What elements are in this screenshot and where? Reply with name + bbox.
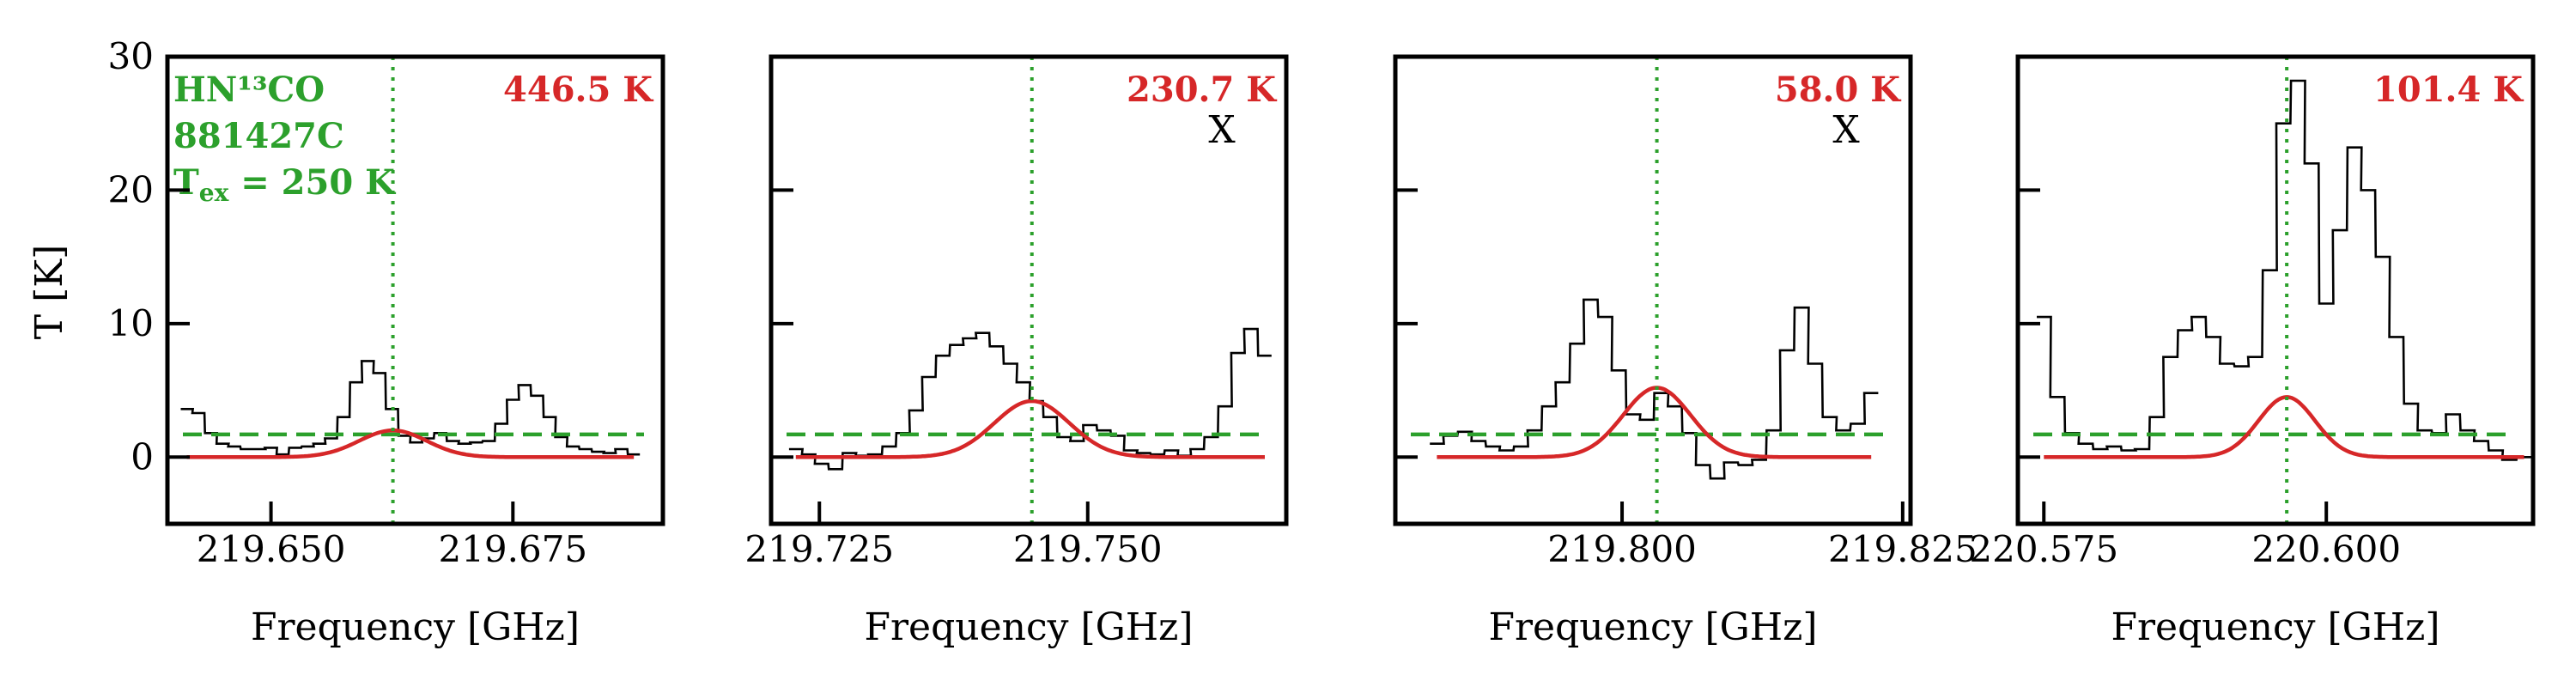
panel-4: 220.575 220.600 101.4 K Frequency [GHz] [1969,54,2536,649]
model-spectrum [795,398,1265,459]
y-axis-label: T [K] [27,245,71,340]
observed-spectrum [788,327,1272,471]
peak-temperature-label: 230.7 K [1127,70,1277,110]
model-spectrum [186,428,635,459]
x-tick-label: 219.725 [744,528,894,570]
model-spectrum [1437,386,1872,459]
x-axis-label: Frequency [GHz] [251,605,580,649]
y-tick-label: 20 [108,168,154,210]
source-label: 881427C [173,116,344,156]
y-tick-label: 10 [108,302,154,344]
x-axis-label: Frequency [GHz] [1488,605,1817,649]
excitation-temperature-label: Tex = 250 K [173,162,396,207]
observed-spectrum [2037,79,2531,461]
blend-flag-mark: X [1832,108,1860,152]
blend-flag-mark: X [1208,108,1236,152]
x-tick-label: 219.675 [438,528,587,570]
panel-frame [165,54,665,526]
panel-frame [769,54,1289,526]
x-axis-label: Frequency [GHz] [2111,605,2439,649]
panel-frame [1393,54,1913,526]
molecule-label: HN¹³CO [173,70,325,110]
y-tick-label: 0 [131,435,154,477]
model-spectrum [2044,395,2524,459]
panel-frame [2015,54,2536,526]
observed-spectrum [1430,298,1879,480]
panel-2: 219.725 219.750 230.7 KX Frequency [GHz] [744,54,1289,649]
panel-1: 0 10 20 30 219.650 219.675 446.5 K Frequency [G… [108,35,665,649]
x-tick-label: 219.650 [197,528,346,570]
fit-info-annotation: HN¹³CO 881427C Tex = 250 K [173,70,396,207]
x-tick-label: 220.600 [2251,528,2401,570]
x-axis-label: Frequency [GHz] [864,605,1193,649]
x-tick-label: 219.750 [1013,528,1163,570]
observed-spectrum [180,360,641,456]
x-tick-label: 219.825 [1828,528,1978,570]
peak-temperature-label: 58.0 K [1775,70,1901,110]
peak-temperature-label: 446.5 K [503,70,653,110]
y-tick-label: 30 [108,35,154,77]
x-tick-label: 219.800 [1547,528,1697,570]
panel-3: 219.800 219.825 58.0 KX Frequency [GHz] [1393,54,1978,649]
x-tick-label: 220.575 [1969,528,2118,570]
peak-temperature-label: 101.4 K [2373,70,2524,110]
